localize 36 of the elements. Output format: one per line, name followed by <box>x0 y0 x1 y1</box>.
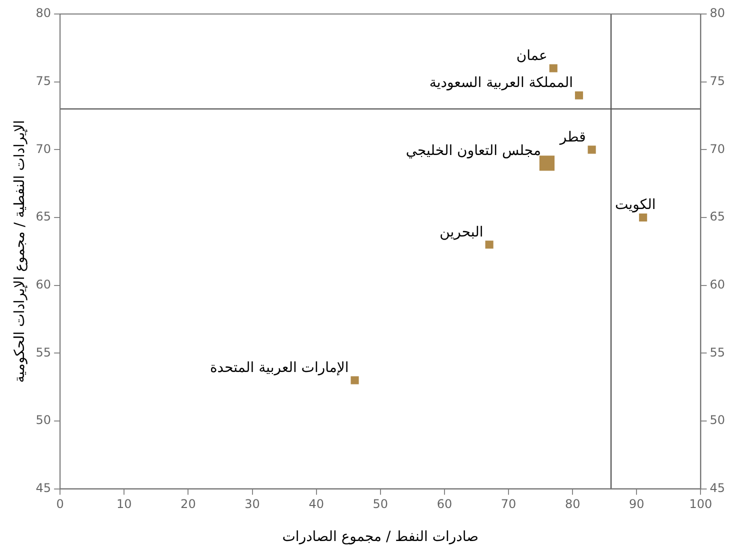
y-tick-label: 75 <box>36 74 52 88</box>
x-axis-title: صادرات النفط / مجموع الصادرات <box>282 529 479 546</box>
annotation: الإمارات العربية المتحدة <box>210 360 349 376</box>
y-tick-label: 65 <box>36 210 52 224</box>
annotation: قطر <box>558 129 586 146</box>
x-tick-label: 40 <box>308 497 324 512</box>
annotation: البحرين <box>440 224 484 240</box>
y-tick-label: 50 <box>36 413 52 428</box>
y2-tick-label: 60 <box>710 277 726 292</box>
x-tick-label: 0 <box>56 497 64 512</box>
y2-tick-label: 75 <box>710 74 726 88</box>
annotation: مجلس التعاون الخليجي <box>406 142 541 159</box>
y2-tick-label: 70 <box>710 142 726 156</box>
x-tick-label: 90 <box>629 497 644 512</box>
y-tick-label: 55 <box>36 345 52 360</box>
x-tick-label: 30 <box>244 497 260 512</box>
y-axis-title: الإيرادات النفطية / مجموع الإيرادات الحكومية <box>12 120 28 383</box>
y2-tick-label: 50 <box>710 413 726 428</box>
y-tick-label: 80 <box>36 6 52 20</box>
x-tick-label: 80 <box>564 497 580 512</box>
x-tick-label: 70 <box>500 497 516 512</box>
annotation: عمان <box>516 48 548 64</box>
x-tick-label: 50 <box>372 497 388 512</box>
y2-tick-label: 55 <box>710 345 726 360</box>
y-tick-label: 70 <box>36 142 52 156</box>
x-tick-label: 10 <box>116 497 132 512</box>
y-tick-label: 45 <box>36 480 52 495</box>
x-tick-label: 100 <box>689 497 712 512</box>
y2-tick-label: 45 <box>710 480 726 495</box>
annotation: الكويت <box>615 197 656 214</box>
y-tick-label: 60 <box>36 277 52 292</box>
y2-tick-label: 65 <box>710 210 726 224</box>
annotation: المملكة العربية السعودية <box>429 75 574 92</box>
x-tick-label: 20 <box>180 497 196 512</box>
y2-tick-label: 80 <box>710 6 726 20</box>
x-tick-label: 60 <box>436 497 452 512</box>
